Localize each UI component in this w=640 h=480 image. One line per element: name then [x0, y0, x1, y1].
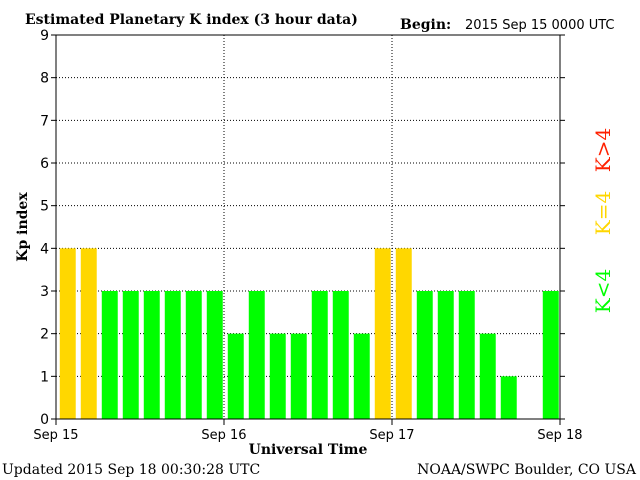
- y-tick-label: 6: [40, 156, 49, 172]
- kp-bar: [80, 248, 97, 419]
- kp-bar: [122, 291, 139, 419]
- begin-label: Begin:: [400, 17, 451, 33]
- x-tick-label: Sep 16: [201, 428, 246, 443]
- kp-bar: [269, 333, 286, 419]
- kp-bar: [59, 248, 76, 419]
- kp-bar: [542, 291, 559, 419]
- x-tick-label: Sep 17: [369, 428, 414, 443]
- grid-lines: [56, 35, 560, 419]
- x-axis-label: Universal Time: [249, 442, 368, 458]
- kp-bar: [101, 291, 118, 419]
- kp-bar: [143, 291, 160, 419]
- legend-k-eq4: K=4: [591, 191, 615, 235]
- kp-bar: [395, 248, 412, 419]
- chart-title: Estimated Planetary K index (3 hour data…: [25, 12, 358, 28]
- footer-updated: Updated 2015 Sep 18 00:30:28 UTC: [2, 462, 260, 478]
- footer-credit: NOAA/SWPC Boulder, CO USA: [417, 462, 637, 478]
- y-tick-label: 1: [40, 369, 49, 385]
- y-axis-label: Kp index: [15, 192, 31, 262]
- y-tick-label: 9: [40, 28, 49, 44]
- kp-bar: [374, 248, 391, 419]
- bars: [59, 248, 559, 419]
- x-tick-label: Sep 18: [537, 428, 582, 443]
- kp-bar: [206, 291, 223, 419]
- kp-bar: [500, 376, 517, 419]
- kp-bar: [290, 333, 307, 419]
- kp-bar: [437, 291, 454, 419]
- kp-bar: [311, 291, 328, 419]
- plot-frame: [55, 34, 561, 420]
- kp-bar: [458, 291, 475, 419]
- kp-bar: [185, 291, 202, 419]
- kp-bar: [332, 291, 349, 419]
- y-tick-label: 7: [40, 113, 49, 129]
- kp-bar: [353, 333, 370, 419]
- y-tick-label: 3: [40, 284, 49, 300]
- y-tick-label: 4: [40, 241, 49, 257]
- x-tick-label: Sep 15: [33, 428, 78, 443]
- legend-k-lt4: K<4: [591, 269, 615, 313]
- kp-bar: [227, 333, 244, 419]
- y-tick-label: 0: [40, 412, 49, 428]
- begin-value: 2015 Sep 15 0000 UTC: [465, 18, 615, 33]
- kp-bar: [416, 291, 433, 419]
- axes: 0 1 2 3 4 5 6 7 8 9 Sep 15 Sep 16 Sep 17 Sep 18: [33, 28, 582, 443]
- kp-bar: [164, 291, 181, 419]
- kp-bar: [479, 333, 496, 419]
- y-tick-label: 5: [40, 199, 49, 215]
- legend-k-gt4: K>4: [591, 128, 615, 172]
- y-tick-label: 8: [40, 71, 49, 87]
- kp-bar: [248, 291, 265, 419]
- y-tick-label: 2: [40, 327, 49, 343]
